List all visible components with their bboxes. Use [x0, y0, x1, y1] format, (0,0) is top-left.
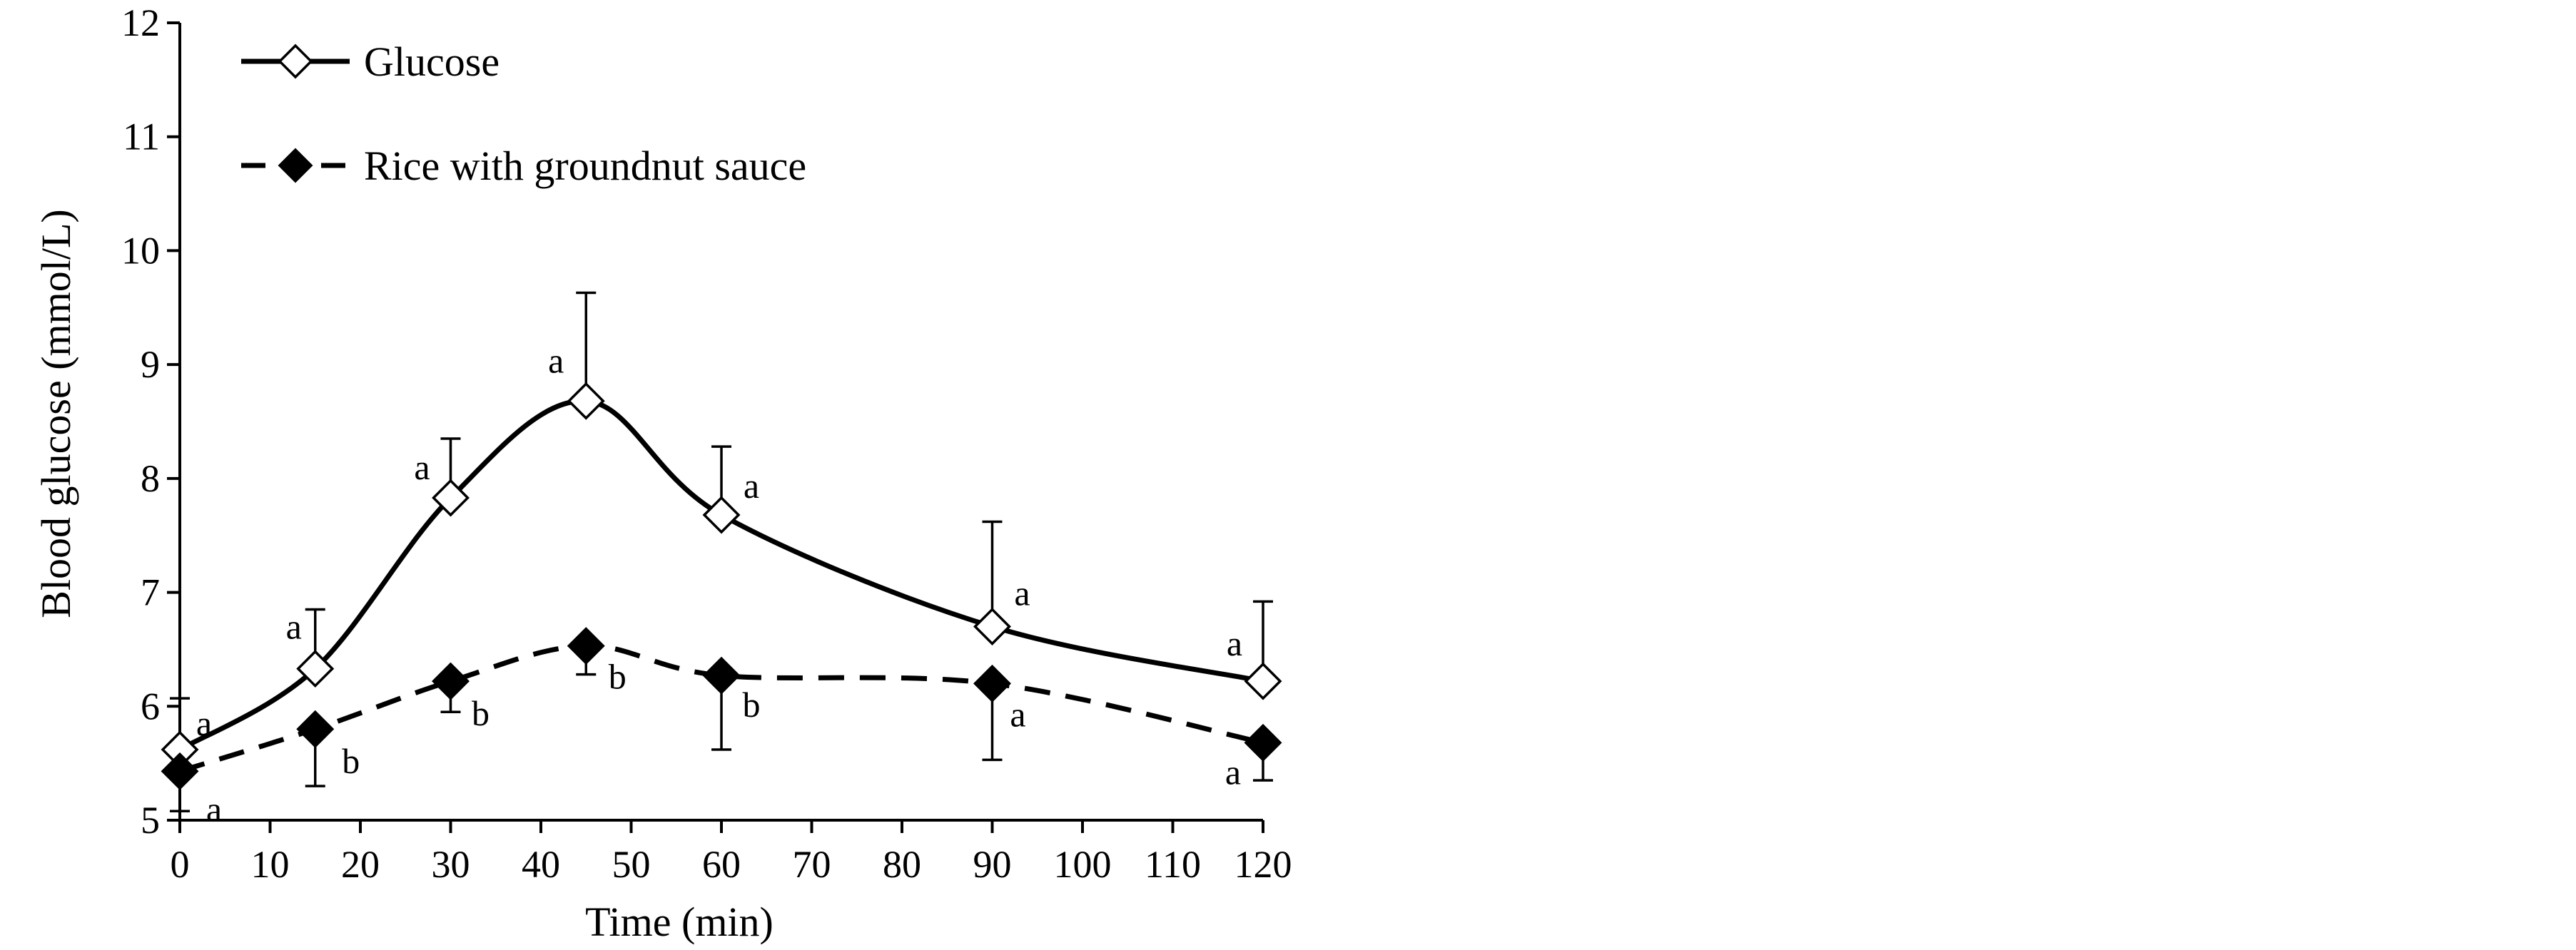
data-point	[567, 627, 605, 665]
significance-label: a	[196, 703, 212, 743]
data-point	[296, 650, 335, 688]
significance-label: a	[744, 466, 759, 506]
data-point	[432, 662, 470, 700]
significance-label: a	[1010, 694, 1025, 734]
data-point	[973, 608, 1011, 645]
x-tick-label: 120	[1234, 843, 1292, 886]
x-tick-label: 10	[251, 843, 290, 886]
x-tick-label: 70	[793, 843, 831, 886]
y-tick-label: 9	[141, 343, 160, 386]
legend-swatch-marker	[278, 44, 313, 79]
data-point	[161, 752, 199, 790]
series-line	[178, 398, 1264, 752]
x-tick-label: 0	[171, 843, 190, 886]
significance-label: a	[286, 607, 302, 647]
significance-label: b	[472, 693, 490, 733]
series-rice-groundnut: a b b b b a a	[161, 627, 1282, 829]
significance-label: a	[414, 447, 430, 487]
x-tick-label: 30	[432, 843, 470, 886]
x-tick-label: 20	[341, 843, 380, 886]
data-point	[432, 479, 470, 517]
y-tick-label: 11	[123, 116, 160, 158]
x-tick-label: 110	[1145, 843, 1201, 886]
y-ticks: 5 6 7 8 9 10 11 12	[121, 1, 180, 842]
legend-item: Glucose	[241, 39, 500, 85]
x-axis-title: Time (min)	[585, 899, 774, 945]
significance-label: b	[342, 741, 360, 781]
x-tick-label: 80	[883, 843, 921, 886]
y-tick-label: 8	[141, 457, 160, 500]
x-tick-label: 90	[973, 843, 1012, 886]
significance-label: a	[1227, 623, 1242, 663]
x-tick-label: 100	[1054, 843, 1112, 886]
data-point	[296, 710, 335, 748]
data-point	[1244, 662, 1282, 700]
legend-item: Rice with groundnut sauce	[241, 143, 806, 189]
y-tick-label: 5	[141, 799, 160, 842]
y-tick-label: 10	[121, 229, 160, 272]
significance-label: b	[743, 685, 761, 725]
significance-label: a	[1014, 573, 1030, 613]
x-tick-label: 40	[522, 843, 560, 886]
significance-label: a	[1225, 752, 1241, 792]
legend: Glucose Rice with groundnut sauce	[241, 39, 806, 189]
x-tick-label: 50	[612, 843, 651, 886]
legend-label: Glucose	[364, 39, 500, 85]
data-point	[973, 664, 1011, 703]
series-layer: a a a a a a a a b b b b a a	[161, 291, 1282, 829]
legend-swatch-marker	[278, 148, 313, 183]
significance-label: a	[206, 789, 222, 829]
significance-label: a	[548, 340, 564, 380]
data-point	[1244, 723, 1282, 762]
x-ticks: 0 10 20 30 40 50 60 70 80 90 100 110 120	[171, 820, 1292, 886]
y-tick-label: 7	[141, 571, 160, 614]
y-tick-label: 12	[121, 1, 160, 44]
y-tick-label: 6	[141, 685, 160, 727]
data-point	[702, 656, 741, 695]
data-point	[567, 382, 605, 420]
x-tick-label: 60	[702, 843, 741, 886]
significance-label: b	[609, 657, 627, 697]
data-point	[702, 496, 741, 534]
y-axis-title: Blood glucose (mmol/L)	[33, 209, 79, 618]
series-glucose: a a a a a a a	[161, 291, 1282, 769]
legend-label: Rice with groundnut sauce	[364, 143, 806, 189]
